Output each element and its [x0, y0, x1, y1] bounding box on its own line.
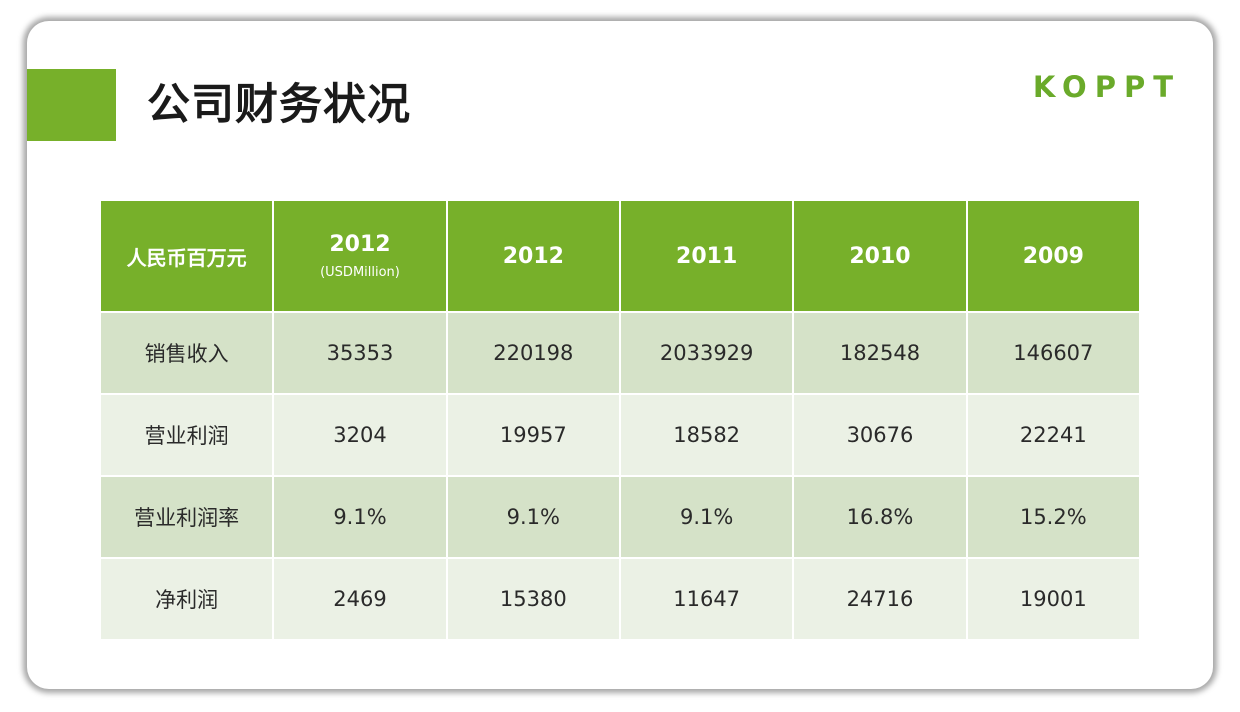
table-cell: 19957 — [445, 393, 621, 477]
row-label: 净利润 — [98, 557, 275, 641]
header-sub-label: (USDMillion) — [320, 265, 400, 280]
table-cell: 22241 — [965, 393, 1142, 477]
header-label: 2012 — [502, 243, 564, 269]
header-cell-2009: 2009 — [965, 199, 1142, 313]
header-cell-2012-usd: 2012 (USDMillion) — [272, 199, 448, 313]
table-cell: 182548 — [792, 311, 968, 395]
table-cell: 146607 — [965, 311, 1142, 395]
table-header-row: 人民币百万元 2012 (USDMillion) 2012 2011 2010 … — [98, 199, 1142, 313]
header-label: 2012 — [329, 232, 391, 257]
header-label: 2011 — [676, 243, 738, 269]
title-accent-bar — [27, 69, 116, 141]
row-label: 营业利润 — [98, 393, 275, 477]
header-cell-2011: 2011 — [618, 199, 795, 313]
header-label: 2009 — [1022, 243, 1084, 269]
table-cell: 9.1% — [445, 475, 621, 559]
table-row: 营业利润率 9.1% 9.1% 9.1% 16.8% 15.2% — [98, 475, 1142, 559]
table-cell: 2033929 — [618, 311, 795, 395]
table-cell: 16.8% — [792, 475, 968, 559]
page-title: 公司财务状况 — [147, 80, 411, 130]
header-label: 2010 — [849, 243, 911, 269]
header-label: 人民币百万元 — [126, 245, 247, 270]
table-cell: 15380 — [445, 557, 621, 641]
table-cell: 220198 — [445, 311, 621, 395]
row-label: 营业利润率 — [98, 475, 275, 559]
table-row: 净利润 2469 15380 11647 24716 19001 — [98, 557, 1142, 641]
header-cell-2012: 2012 — [445, 199, 621, 313]
table-cell: 35353 — [272, 311, 448, 395]
brand-logo: KOPPT — [1032, 70, 1181, 104]
header-cell-2010: 2010 — [792, 199, 968, 313]
financial-table: 人民币百万元 2012 (USDMillion) 2012 2011 2010 … — [98, 199, 1142, 641]
table-cell: 24716 — [792, 557, 968, 641]
table-cell: 11647 — [618, 557, 795, 641]
table-cell: 19001 — [965, 557, 1142, 641]
row-label: 销售收入 — [98, 311, 275, 395]
slide-frame: 公司财务状况 KOPPT 人民币百万元 2012 (USDMillion) 20… — [27, 21, 1213, 689]
table-cell: 9.1% — [272, 475, 448, 559]
table-cell: 3204 — [272, 393, 448, 477]
header-cell-unit: 人民币百万元 — [98, 199, 275, 313]
table-row: 销售收入 35353 220198 2033929 182548 146607 — [98, 311, 1142, 395]
table-cell: 2469 — [272, 557, 448, 641]
table-cell: 30676 — [792, 393, 968, 477]
table-row: 营业利润 3204 19957 18582 30676 22241 — [98, 393, 1142, 477]
table-cell: 9.1% — [618, 475, 795, 559]
table-cell: 18582 — [618, 393, 795, 477]
table-cell: 15.2% — [965, 475, 1142, 559]
